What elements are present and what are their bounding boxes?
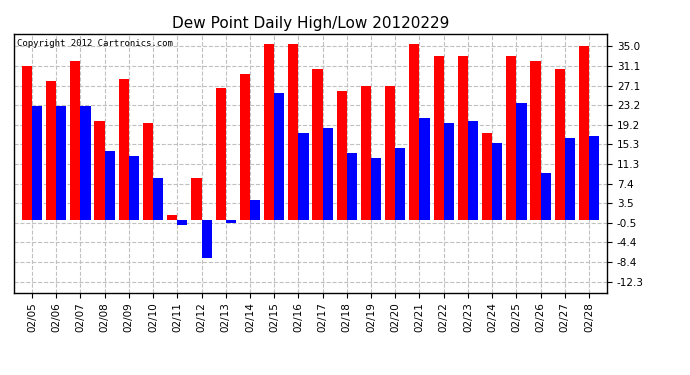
Bar xyxy=(420,118,430,220)
Bar xyxy=(555,69,565,220)
Bar xyxy=(468,121,478,220)
Bar xyxy=(506,56,516,220)
Bar xyxy=(347,153,357,220)
Bar xyxy=(540,173,551,220)
Bar xyxy=(298,133,308,220)
Bar xyxy=(531,61,540,220)
Bar xyxy=(95,121,105,220)
Bar xyxy=(119,78,129,220)
Bar xyxy=(433,56,444,220)
Bar xyxy=(191,178,201,220)
Bar xyxy=(70,61,81,220)
Bar xyxy=(105,151,115,220)
Bar xyxy=(579,46,589,220)
Bar xyxy=(385,86,395,220)
Bar xyxy=(457,56,468,220)
Bar xyxy=(226,220,236,223)
Text: Copyright 2012 Cartronics.com: Copyright 2012 Cartronics.com xyxy=(17,39,172,48)
Bar xyxy=(323,128,333,220)
Bar xyxy=(250,201,260,220)
Bar xyxy=(153,178,164,220)
Bar xyxy=(516,104,526,220)
Bar xyxy=(274,93,284,220)
Bar xyxy=(492,143,502,220)
Bar xyxy=(565,138,575,220)
Bar xyxy=(409,44,420,220)
Bar xyxy=(81,106,90,220)
Bar xyxy=(177,220,188,225)
Bar xyxy=(240,74,250,220)
Bar xyxy=(56,106,66,220)
Title: Dew Point Daily High/Low 20120229: Dew Point Daily High/Low 20120229 xyxy=(172,16,449,31)
Bar xyxy=(337,91,347,220)
Bar xyxy=(215,88,226,220)
Bar xyxy=(46,81,56,220)
Bar xyxy=(201,220,212,258)
Bar xyxy=(313,69,323,220)
Bar xyxy=(167,215,177,220)
Bar xyxy=(143,123,153,220)
Bar xyxy=(129,156,139,220)
Bar xyxy=(264,44,274,220)
Bar xyxy=(395,148,406,220)
Bar xyxy=(288,44,298,220)
Bar xyxy=(444,123,454,220)
Bar xyxy=(32,106,42,220)
Bar xyxy=(361,86,371,220)
Bar xyxy=(371,158,381,220)
Bar xyxy=(22,66,32,220)
Bar xyxy=(482,133,492,220)
Bar xyxy=(589,136,599,220)
